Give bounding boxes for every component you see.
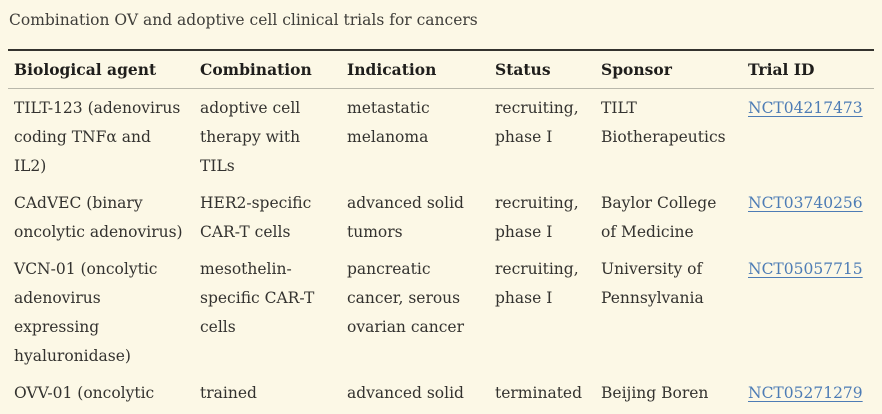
cell-status: recruiting, phase I: [495, 260, 579, 307]
cell-biological-agent: TILT-123 (adenovirus coding TNFα and IL2…: [14, 99, 181, 175]
trial-id-link[interactable]: NCT05271279: [748, 384, 863, 402]
table-row: VCN-01 (oncolytic adenovirus expressing …: [8, 250, 874, 374]
cell-combination: mesothelin-specific CAR-T cells: [200, 260, 315, 336]
cell-sponsor: University of Pennsylvania: [601, 260, 704, 307]
table-row: CAdVEC (binary oncolytic adenovirus) HER…: [8, 184, 874, 250]
trial-id-link[interactable]: NCT05057715: [748, 260, 863, 278]
cell-biological-agent: VCN-01 (oncolytic adenovirus expressing …: [14, 260, 158, 365]
clinical-trials-table: Biological agent Combination Indication …: [8, 49, 874, 414]
cell-sponsor: TILT Biotherapeutics: [601, 99, 726, 146]
trial-id-link[interactable]: NCT03740256: [748, 194, 863, 212]
col-header-trial-id: Trial ID: [748, 50, 874, 89]
col-header-sponsor: Sponsor: [601, 50, 748, 89]
col-header-combination: Combination: [200, 50, 347, 89]
cell-sponsor: Beijing Boren Hospital: [601, 384, 709, 414]
table-row: OVV-01 (oncolytic vaccinia virus) traine…: [8, 374, 874, 414]
col-header-indication: Indication: [347, 50, 495, 89]
trial-id-link[interactable]: NCT04217473: [748, 99, 863, 117]
cell-combination: adoptive cell therapy with TILs: [200, 99, 301, 175]
cell-combination: trained immunity NK cells IBR900: [200, 384, 304, 414]
cell-indication: pancreatic cancer, serous ovarian cancer: [347, 260, 465, 336]
col-header-status: Status: [495, 50, 601, 89]
cell-biological-agent: CAdVEC (binary oncolytic adenovirus): [14, 194, 183, 241]
cell-biological-agent: OVV-01 (oncolytic vaccinia virus): [14, 384, 155, 414]
header-row: Biological agent Combination Indication …: [8, 50, 874, 89]
cell-indication: advanced solid tumors including lymphoma: [347, 384, 464, 414]
cell-status: recruiting, phase I: [495, 194, 579, 241]
table-row: TILT-123 (adenovirus coding TNFα and IL2…: [8, 89, 874, 185]
cell-combination: HER2-specific CAR-T cells: [200, 194, 312, 241]
cell-indication: advanced solid tumors: [347, 194, 464, 241]
cell-indication: metastatic melanoma: [347, 99, 430, 146]
cell-trial-id: NCT03740256: [748, 184, 874, 250]
cell-status: terminated: [495, 384, 583, 402]
cell-trial-id: NCT05057715: [748, 250, 874, 374]
table-caption: Combination OV and adoptive cell clinica…: [9, 11, 478, 29]
cell-sponsor: Baylor College of Medicine: [601, 194, 717, 241]
cell-trial-id: NCT04217473: [748, 89, 874, 185]
cell-trial-id: NCT05271279: [748, 374, 874, 414]
col-header-biological-agent: Biological agent: [8, 50, 200, 89]
cell-status: recruiting, phase I: [495, 99, 579, 146]
